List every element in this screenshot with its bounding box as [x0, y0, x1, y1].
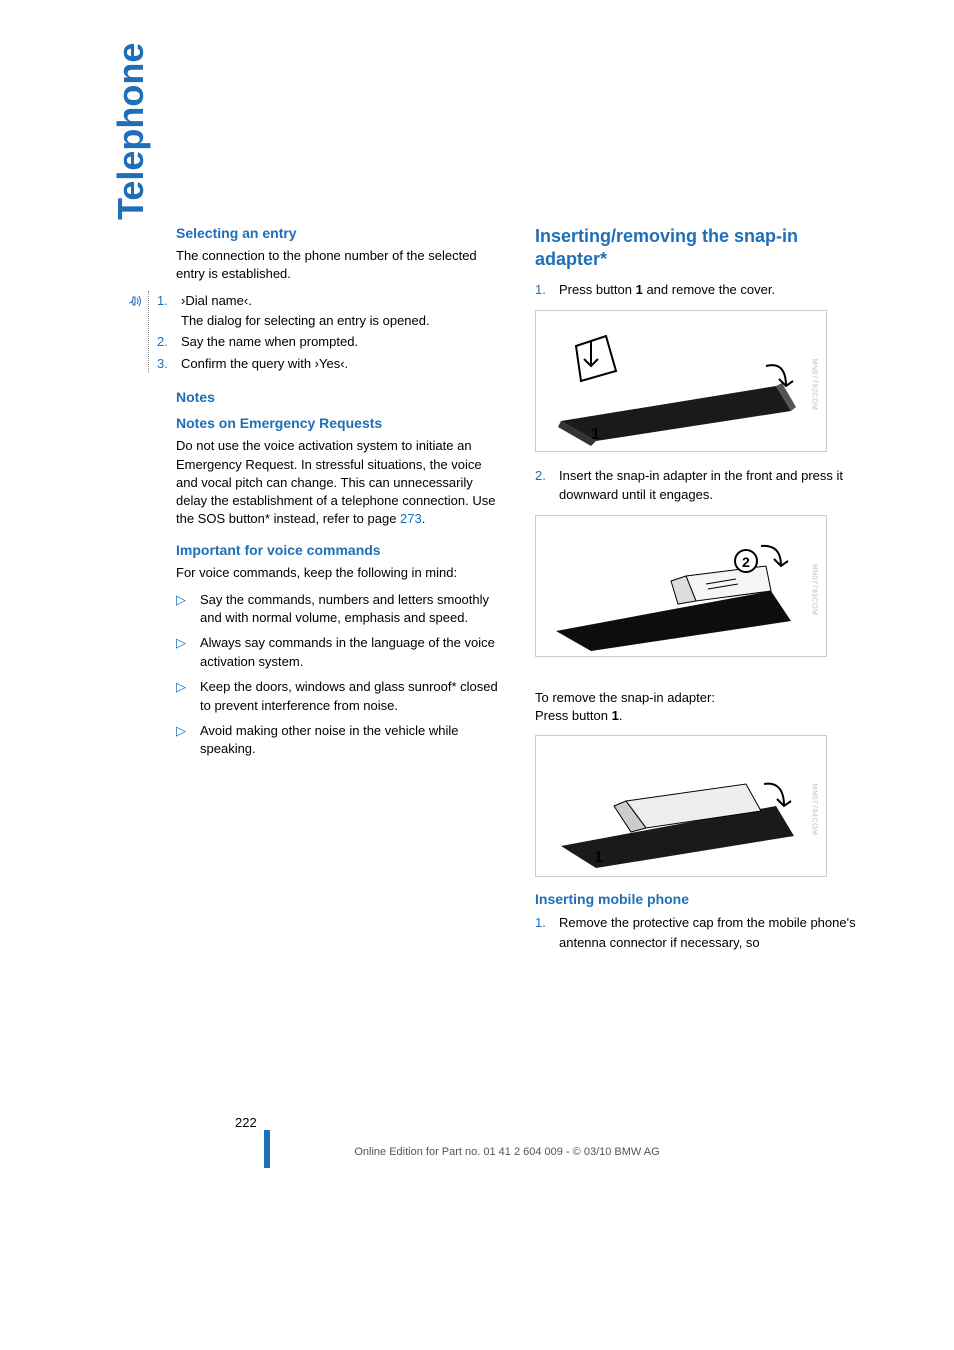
bullet-item: ▷Always say commands in the language of …	[176, 634, 505, 672]
page-xref-273[interactable]: 273	[400, 511, 422, 526]
step-subtext: The dialog for selecting an entry is ope…	[181, 313, 430, 328]
voice-command-block: 1. ›Dial name‹. The dialog for selecting…	[148, 291, 505, 373]
triangle-bullet-icon: ▷	[176, 722, 186, 741]
mobile-steps: 1. Remove the protective cap from the mo…	[535, 913, 864, 952]
heading-insert-mobile: Inserting mobile phone	[535, 891, 864, 907]
side-tab-label: Telephone	[110, 43, 152, 220]
snapin-steps-2: 2. Insert the snap-in adapter in the fro…	[535, 466, 864, 505]
right-column: Inserting/removing the snap-in adapter* …	[535, 225, 864, 960]
heading-selecting-entry: Selecting an entry	[176, 225, 505, 241]
page: Telephone Selecting an entry The connect…	[0, 0, 954, 1350]
step-2: 2. Say the name when prompted.	[157, 332, 505, 352]
step-1: 1. Press button 1 and remove the cover.	[535, 280, 864, 300]
page-number: 222	[235, 1115, 257, 1130]
step-3: 3. Confirm the query with ›Yes‹.	[157, 354, 505, 374]
svg-text:1: 1	[594, 849, 603, 866]
step-number: 1.	[157, 291, 168, 311]
heading-voice-commands: Important for voice commands	[176, 542, 505, 558]
footer: Online Edition for Part no. 01 41 2 604 …	[0, 1142, 954, 1160]
figure-code: MN07794COM	[811, 784, 818, 836]
step-number: 2.	[535, 466, 546, 486]
figure-code: MN07793COM	[811, 563, 818, 615]
step-number: 3.	[157, 354, 168, 374]
heading-snapin: Inserting/removing the snap-in adapter*	[535, 225, 864, 270]
footer-text: Online Edition for Part no. 01 41 2 604 …	[354, 1146, 659, 1158]
voice-intro: For voice commands, keep the following i…	[176, 564, 505, 582]
figure-remove-adapter: 1 MN07794COM	[535, 735, 827, 877]
step-text: Insert the snap-in adapter in the front …	[559, 468, 843, 503]
svg-text:1: 1	[591, 426, 600, 443]
triangle-bullet-icon: ▷	[176, 591, 186, 610]
svg-text:2: 2	[742, 554, 750, 570]
content-columns: Selecting an entry The connection to the…	[176, 225, 864, 960]
step-text: Press button 1 and remove the cover.	[559, 282, 775, 297]
bullet-item: ▷Avoid making other noise in the vehicle…	[176, 722, 505, 760]
snapin-steps-1: 1. Press button 1 and remove the cover.	[535, 280, 864, 300]
figure-code: MN07792COM	[811, 358, 818, 410]
step-number: 1.	[535, 280, 546, 300]
bullet-item: ▷Say the commands, numbers and letters s…	[176, 591, 505, 629]
voice-bullets: ▷Say the commands, numbers and letters s…	[176, 591, 505, 760]
step-text: ›Dial name‹.	[181, 293, 252, 308]
triangle-bullet-icon: ▷	[176, 634, 186, 653]
bullet-item: ▷Keep the doors, windows and glass sunro…	[176, 678, 505, 716]
selecting-steps: 1. ›Dial name‹. The dialog for selecting…	[157, 291, 505, 373]
step-number: 1.	[535, 913, 546, 933]
selecting-intro: The connection to the phone number of th…	[176, 247, 505, 283]
step-text: Confirm the query with ›Yes‹.	[181, 356, 348, 371]
left-column: Selecting an entry The connection to the…	[176, 225, 505, 960]
step-text: Say the name when prompted.	[181, 334, 358, 349]
remove-text: To remove the snap-in adapter: Press but…	[535, 671, 864, 726]
emergency-body: Do not use the voice activation system t…	[176, 437, 505, 528]
step-number: 2.	[157, 332, 168, 352]
step-1: 1. ›Dial name‹. The dialog for selecting…	[157, 291, 505, 330]
voice-icon	[127, 293, 143, 312]
step-1: 1. Remove the protective cap from the mo…	[535, 913, 864, 952]
heading-notes: Notes	[176, 389, 505, 405]
figure-remove-cover: 1 MN07792COM	[535, 310, 827, 452]
heading-emergency: Notes on Emergency Requests	[176, 415, 505, 431]
figure-insert-adapter: 2 MN07793COM	[535, 515, 827, 657]
step-text: Remove the protective cap from the mobil…	[559, 915, 856, 950]
step-2: 2. Insert the snap-in adapter in the fro…	[535, 466, 864, 505]
triangle-bullet-icon: ▷	[176, 678, 186, 697]
